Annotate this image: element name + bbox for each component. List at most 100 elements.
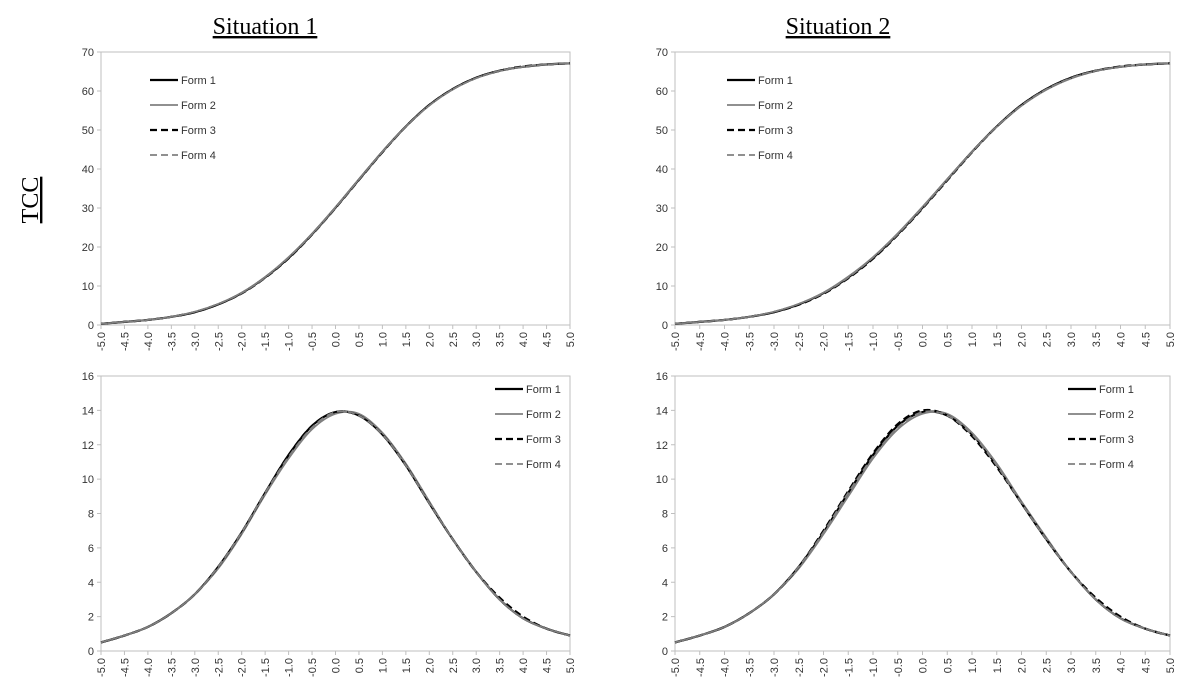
x-tick-label: 5.0 <box>1165 332 1177 347</box>
legend: Form 1 Form 2 Form 3 Form 4 <box>727 75 793 162</box>
x-tick-label: 0.0 <box>918 658 930 673</box>
x-tick-label: -1.5 <box>843 332 855 351</box>
x-tick-label: 0.5 <box>942 658 954 673</box>
legend-label-form-1: Form 1 <box>758 75 793 87</box>
x-tick-label: -2.5 <box>794 332 806 351</box>
legend-label-form-4: Form 4 <box>1099 459 1134 471</box>
x-tick-label: 2.5 <box>448 658 460 673</box>
plot-area <box>100 375 571 652</box>
x-tick-label: -2.5 <box>213 332 225 351</box>
x-tick-label: 4.0 <box>1116 332 1128 347</box>
y-tick-label: 20 <box>656 242 668 254</box>
legend-label-form-3: Form 3 <box>1099 434 1134 446</box>
chart-panel-3: 0 2 4 6 8 10 12 14 16 -5.0 -4.5 -4.0 -3.5 -3.0 -2.5 -2.… <box>82 371 577 677</box>
y-tick-label: 8 <box>662 509 668 521</box>
series-line-form-4 <box>100 62 571 325</box>
x-tick-label: 2.0 <box>1017 658 1029 673</box>
x-tick-label: -3.0 <box>190 332 202 351</box>
x-tick-label: -1.0 <box>284 332 296 351</box>
column-title-situation-2: Situation 2 <box>786 14 891 40</box>
x-tick-label: -2.0 <box>237 332 249 351</box>
x-tick-label: 3.5 <box>1091 332 1103 347</box>
y-tick-label: 16 <box>82 371 94 383</box>
x-tick-label: 1.0 <box>377 332 389 347</box>
x-tick-label: 1.0 <box>377 658 389 673</box>
column-title-situation-1: Situation 1 <box>213 14 318 40</box>
x-tick-label: -3.5 <box>166 658 178 677</box>
x-tick-label: -4.5 <box>695 658 707 677</box>
x-tick-label: -5.0 <box>96 658 108 677</box>
legend-label-form-3: Form 3 <box>758 125 793 137</box>
legend-label-form-2: Form 2 <box>1099 409 1134 421</box>
x-tick-label: -4.0 <box>143 332 155 351</box>
legend-label-form-3: Form 3 <box>181 125 216 137</box>
x-tick-label: -3.5 <box>744 332 756 351</box>
y-tick-label: 12 <box>82 440 94 452</box>
y-tick-label: 30 <box>82 203 94 215</box>
x-tick-label: -2.0 <box>819 658 831 677</box>
x-tick-label: -4.5 <box>119 658 131 677</box>
x-tick-label: 2.5 <box>1041 658 1053 673</box>
x-tick-label: 2.5 <box>1041 332 1053 347</box>
x-tick-label: 1.5 <box>992 658 1004 673</box>
x-tick-label: 3.5 <box>1091 658 1103 673</box>
x-tick-label: -2.5 <box>794 658 806 677</box>
x-tick-label: 2.0 <box>424 332 436 347</box>
x-tick-label: -3.5 <box>166 332 178 351</box>
y-tick-label: 20 <box>82 242 94 254</box>
x-tick-label: -5.0 <box>96 332 108 351</box>
x-tick-label: 4.0 <box>518 332 530 347</box>
x-tick-label: 4.0 <box>1116 658 1128 673</box>
x-tick-label: -1.5 <box>843 658 855 677</box>
x-tick-label: -3.0 <box>190 658 202 677</box>
x-tick-label: 0.5 <box>354 332 366 347</box>
x-tick-label: 4.0 <box>518 658 530 673</box>
x-tick-label: 4.5 <box>542 332 554 347</box>
y-tick-label: 0 <box>662 320 668 332</box>
x-tick-label: -4.0 <box>143 658 155 677</box>
plot-area <box>100 51 571 326</box>
x-tick-label: -2.0 <box>819 332 831 351</box>
y-tick-label: 40 <box>82 164 94 176</box>
x-tick-label: 1.0 <box>967 658 979 673</box>
x-tick-label: -0.5 <box>893 332 905 351</box>
x-tick-label: 3.0 <box>1066 332 1078 347</box>
series-line-form-4 <box>100 410 571 644</box>
y-tick-label: 30 <box>656 203 668 215</box>
x-tick-label: -5.0 <box>670 332 682 351</box>
legend-label-form-2: Form 2 <box>526 409 561 421</box>
x-tick-label: 3.0 <box>471 658 483 673</box>
y-tick-label: 4 <box>88 577 94 589</box>
x-tick-label: -1.0 <box>868 658 880 677</box>
x-tick-label: 1.5 <box>401 658 413 673</box>
y-tick-label: 10 <box>82 281 94 293</box>
x-tick-label: -0.5 <box>307 658 319 677</box>
y-tick-label: 6 <box>88 543 94 555</box>
y-tick-label: 16 <box>656 371 668 383</box>
series-line-form-4 <box>674 62 1171 325</box>
x-tick-label: -4.0 <box>720 658 732 677</box>
x-tick-label: 5.0 <box>565 332 577 347</box>
y-tick-label: 12 <box>656 440 668 452</box>
y-tick-label: 50 <box>82 125 94 137</box>
legend: Form 1 Form 2 Form 3 Form 4 <box>150 75 216 162</box>
x-tick-label: 0.0 <box>331 658 343 673</box>
y-tick-label: 10 <box>656 474 668 486</box>
legend-label-form-2: Form 2 <box>758 100 793 112</box>
y-tick-label: 40 <box>656 164 668 176</box>
x-tick-label: 1.0 <box>967 332 979 347</box>
x-tick-label: 3.5 <box>495 658 507 673</box>
x-tick-label: -0.5 <box>893 658 905 677</box>
row-label-tcc: TCC <box>18 177 44 224</box>
x-tick-label: 2.0 <box>424 658 436 673</box>
y-tick-label: 8 <box>88 509 94 521</box>
y-tick-label: 0 <box>662 646 668 658</box>
x-tick-label: 3.0 <box>471 332 483 347</box>
legend-label-form-1: Form 1 <box>1099 384 1134 396</box>
x-tick-label: -1.5 <box>260 332 272 351</box>
x-tick-label: -4.5 <box>695 332 707 351</box>
series-line-form-4 <box>674 410 1171 644</box>
y-tick-label: 10 <box>656 281 668 293</box>
